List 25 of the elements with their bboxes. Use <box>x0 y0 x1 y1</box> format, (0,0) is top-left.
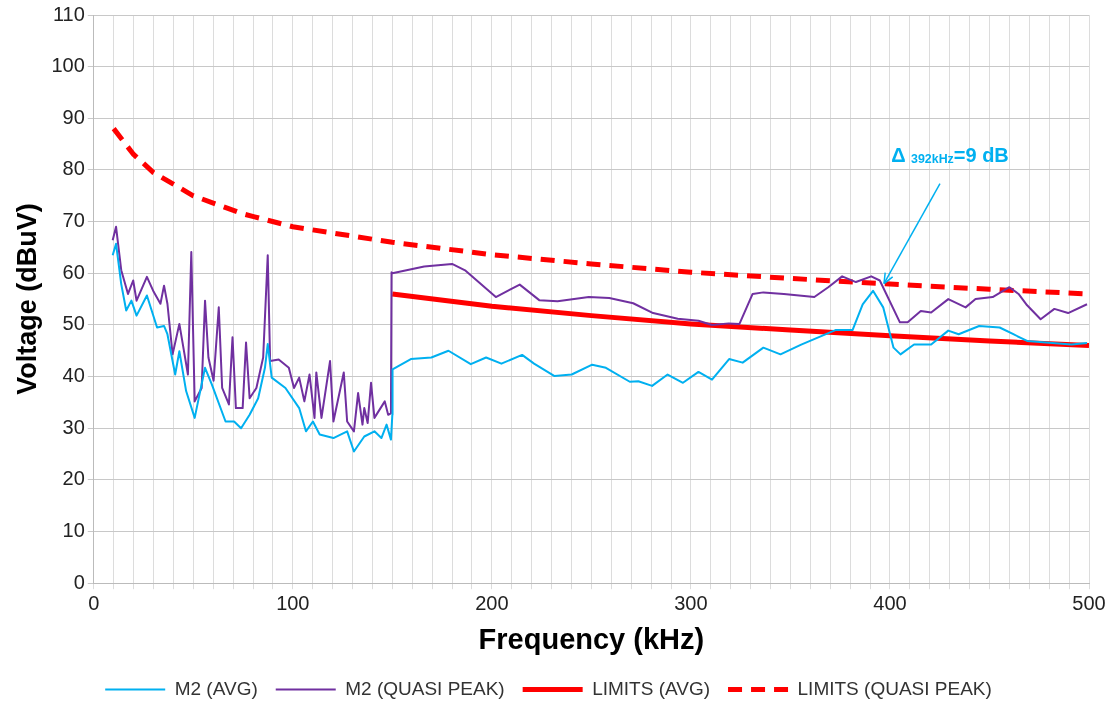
x-tick-label: 200 <box>475 591 509 614</box>
y-tick-label: 0 <box>73 570 85 593</box>
x-tick-label: 500 <box>1072 591 1106 614</box>
x-tick-label: 300 <box>674 591 708 614</box>
x-tick-label: 100 <box>276 591 310 614</box>
y-tick-label: 30 <box>62 415 85 438</box>
y-tick-label: 100 <box>51 54 85 77</box>
legend-label: LIMITS (AVG) <box>592 677 711 699</box>
y-tick-label: 80 <box>62 157 85 180</box>
y-tick-label: 90 <box>62 105 85 128</box>
x-tick-label: 400 <box>873 591 907 614</box>
annotation: Δ 392kHz=9 dB <box>891 143 1009 166</box>
y-tick-label: 10 <box>62 519 85 542</box>
y-tick-label: 50 <box>62 312 85 335</box>
y-tick-label: 70 <box>62 209 85 232</box>
y-tick-label: 20 <box>62 467 85 490</box>
x-tick-label: 0 <box>88 591 100 614</box>
y-tick-label: 60 <box>62 260 85 283</box>
y-axis-title: Voltage (dBuV) <box>11 203 42 395</box>
legend-label: M2 (AVG) <box>174 677 258 699</box>
y-tick-label: 40 <box>62 364 85 387</box>
x-axis-title: Frequency (kHz) <box>478 622 705 655</box>
legend-label: M2 (QUASI PEAK) <box>345 677 505 699</box>
y-tick-label: 110 <box>52 2 85 25</box>
legend-label: LIMITS (QUASI PEAK) <box>797 677 992 699</box>
